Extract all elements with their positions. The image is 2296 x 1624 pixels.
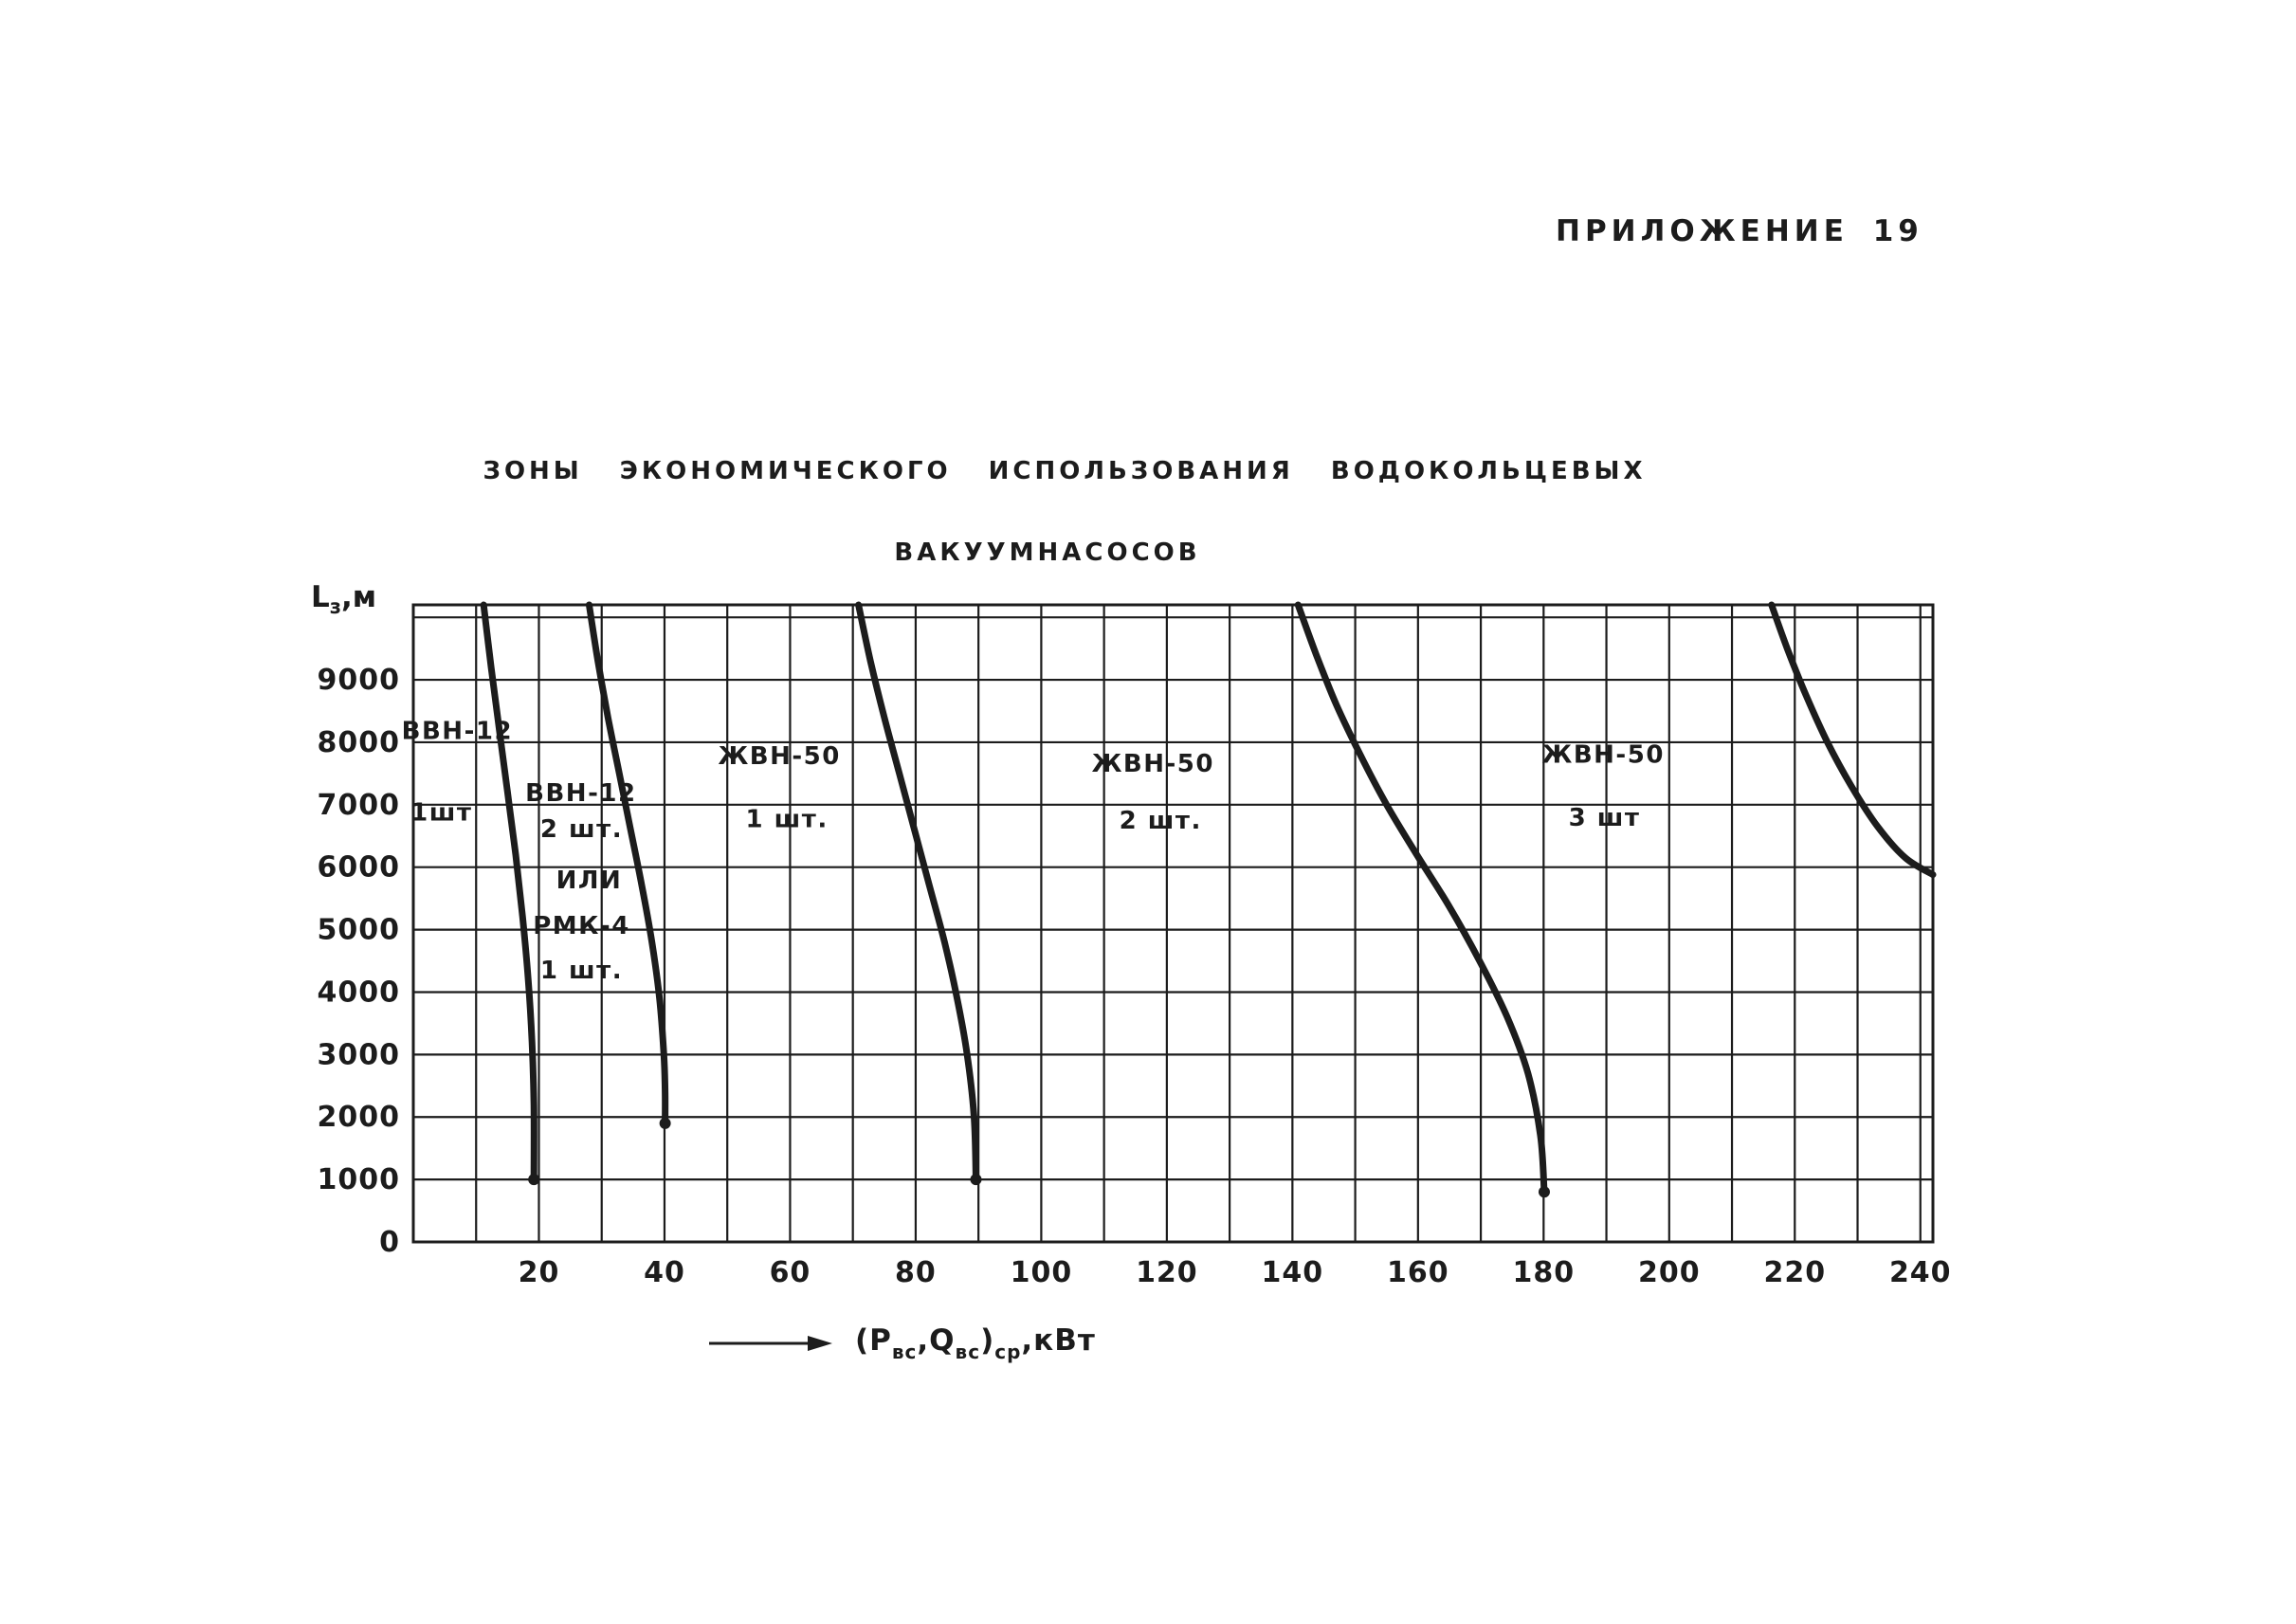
zone-label-zone-vvn12-2sht-ili-rmk4-1sht: 1 шт.	[540, 957, 623, 985]
curve-end-dot	[528, 1174, 540, 1186]
zone-label-zone-vvn12-2sht-ili-rmk4-1sht: 2 шт.	[540, 815, 623, 844]
x-tick-label: 20	[519, 1256, 560, 1289]
y-tick-label: 9000	[318, 664, 401, 697]
x-label-sub1: вс	[891, 1341, 918, 1363]
x-label-seg4: ,кВт	[1021, 1323, 1096, 1358]
y-tick-label: 8000	[318, 726, 401, 759]
x-label-sub2: вс	[955, 1341, 981, 1363]
curve-boundary-zhvn50-3	[1768, 601, 1937, 879]
x-axis-label-text: (Рвс,Qвс)ср,кВт	[855, 1323, 1096, 1363]
y-axis-label-sub: з	[329, 595, 341, 618]
zone-label-zone-vvn12-2sht-ili-rmk4-1sht: ВВН-12	[525, 779, 636, 808]
x-tick-label: 140	[1262, 1256, 1324, 1289]
curve-end-dot	[659, 1117, 671, 1129]
x-label-seg2: ,Q	[917, 1323, 956, 1358]
zone-label-zone-zhvn50-3sht: 3 шт	[1569, 804, 1641, 832]
x-tick-label: 60	[770, 1256, 811, 1289]
curve-boundary-vvn12-1	[480, 601, 538, 1183]
y-tick-label: 6000	[318, 851, 401, 885]
chart-title-line1: ЗОНЫ ЭКОНОМИЧЕСКОГО ИСПОЛЬЗОВАНИЯ ВОДОКО…	[483, 457, 1647, 485]
zone-label-zone-zhvn50-2sht: 2 шт.	[1120, 807, 1202, 835]
arrow-right-icon	[709, 1336, 832, 1351]
y-axis-label-main: L	[311, 580, 330, 614]
zone-label-zone-zhvn50-1sht: 1 шт.	[746, 806, 829, 834]
curve-boundary-zhvn50-2	[1294, 601, 1548, 1195]
x-tick-label: 40	[644, 1256, 685, 1289]
y-axis-label-unit: ,м	[340, 580, 377, 614]
zone-label-zone-zhvn50-3sht: ЖВН-50	[1542, 741, 1665, 770]
curve-boundary-zhvn50-1	[855, 601, 979, 1183]
y-axis-label: Lз,м	[311, 580, 376, 618]
y-tick-label: 0	[379, 1226, 400, 1259]
y-tick-label: 4000	[318, 976, 401, 1009]
x-axis-label: (Рвс,Qвс)ср,кВт	[709, 1323, 1096, 1363]
x-tick-label: 160	[1387, 1256, 1449, 1289]
x-label-seg3: )	[980, 1323, 995, 1358]
appendix-label: ПРИЛОЖЕНИЕ 19	[1556, 214, 1923, 248]
zone-label-zone-vvn12-1sht: ВВН-12	[402, 718, 513, 746]
y-tick-label: 7000	[318, 789, 401, 822]
zone-label-zone-vvn12-2sht-ili-rmk4-1sht: РМК-4	[533, 912, 630, 940]
x-label-seg1: (Р	[855, 1323, 892, 1358]
x-tick-label: 240	[1889, 1256, 1952, 1289]
y-tick-label: 2000	[318, 1101, 401, 1134]
zone-label-zone-vvn12-2sht-ili-rmk4-1sht: ИЛИ	[556, 867, 623, 895]
y-tick-label: 5000	[318, 914, 401, 947]
plot-border	[411, 603, 1935, 1244]
x-tick-label: 120	[1136, 1256, 1198, 1289]
x-tick-label: 180	[1513, 1256, 1576, 1289]
y-tick-label: 3000	[318, 1038, 401, 1071]
zone-label-zone-zhvn50-2sht: ЖВН-50	[1092, 750, 1214, 778]
zone-label-zone-vvn12-1sht: 1шт	[410, 798, 472, 827]
x-tick-label: 100	[1011, 1256, 1073, 1289]
curve-boundary-vvn12-2	[585, 601, 669, 1127]
curve-end-dot	[1538, 1186, 1550, 1198]
x-tick-label: 80	[895, 1256, 937, 1289]
curve-end-dot	[970, 1174, 982, 1186]
x-tick-label: 200	[1638, 1256, 1701, 1289]
chart-title-line2: ВАКУУМНАСОСОВ	[894, 538, 1201, 567]
y-tick-label: 1000	[318, 1163, 401, 1196]
zone-label-zone-zhvn50-1sht: ЖВН-50	[718, 742, 840, 771]
x-tick-label: 220	[1763, 1256, 1826, 1289]
x-label-sub3: ср	[994, 1341, 1022, 1363]
